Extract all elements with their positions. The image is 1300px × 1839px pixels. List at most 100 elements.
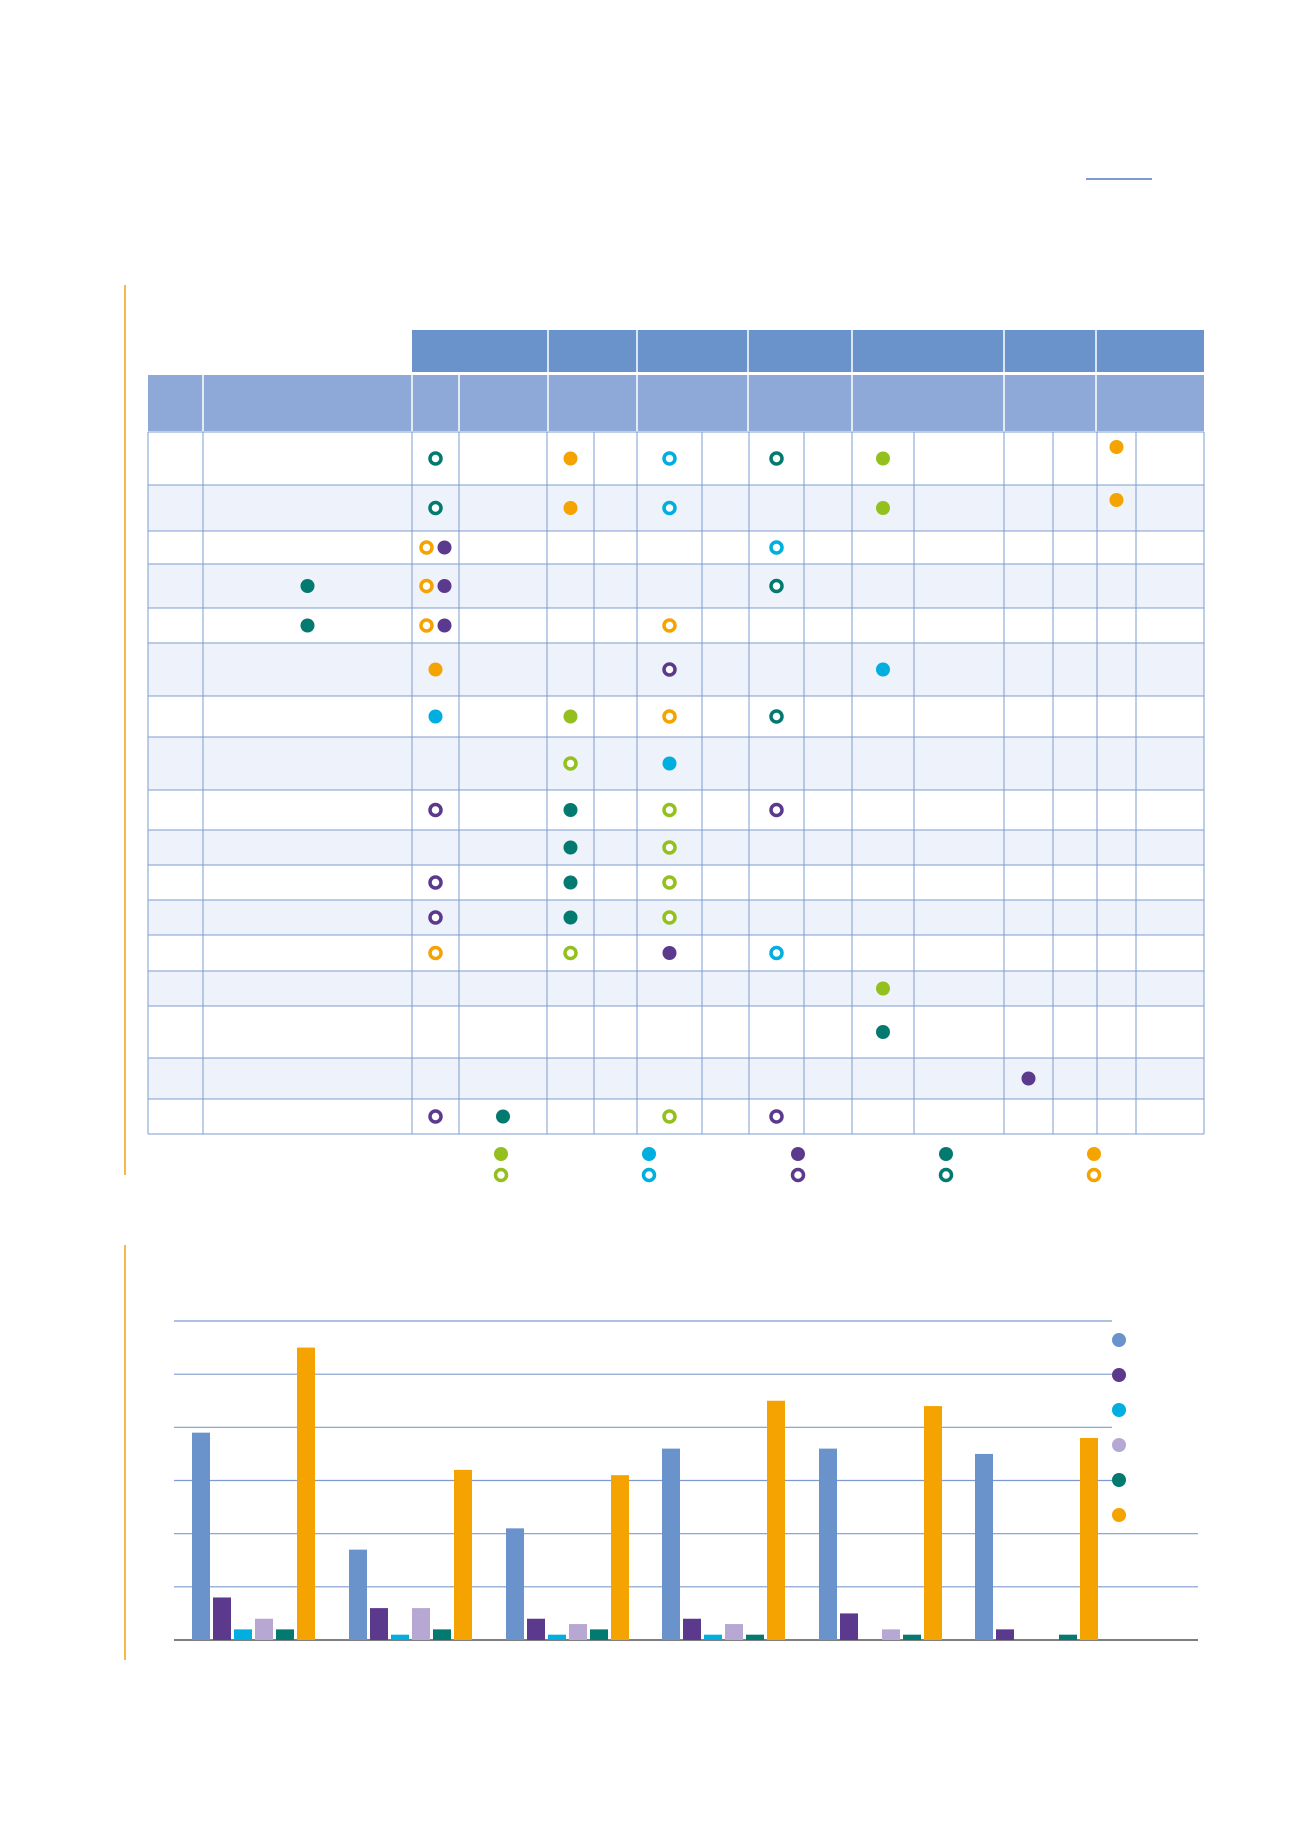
matrix-mark-purple-hollow xyxy=(428,802,443,818)
bar-teal xyxy=(903,1634,921,1640)
matrix-mark-purple-filled xyxy=(437,579,452,593)
coverage-matrix xyxy=(147,330,1205,1183)
matrix-mark-purple-filled xyxy=(662,946,677,960)
matrix-legend-teal-filled xyxy=(939,1147,953,1161)
matrix-legend-purple-filled xyxy=(791,1147,805,1161)
bar-blue xyxy=(192,1432,210,1640)
bar-lavender xyxy=(255,1618,273,1640)
bar-lavender xyxy=(882,1629,900,1640)
bar-teal xyxy=(1059,1634,1077,1640)
matrix-mark-purple-hollow xyxy=(428,910,443,925)
matrix-mark-orange-filled xyxy=(563,451,578,466)
matrix-mark-cyan-filled xyxy=(876,662,890,677)
bar-orange xyxy=(611,1475,629,1640)
matrix-mark-teal-filled xyxy=(300,579,315,593)
bar-orange xyxy=(297,1347,315,1640)
bar-teal xyxy=(746,1634,764,1640)
matrix-mark-teal-filled xyxy=(563,910,578,925)
bar-purple xyxy=(370,1608,388,1640)
matrix-mark-purple-hollow xyxy=(428,875,443,890)
bar-purple xyxy=(996,1629,1014,1640)
matrix-mark-cyan-filled xyxy=(662,756,677,771)
bar-orange xyxy=(767,1400,785,1640)
matrix-mark-orange-hollow xyxy=(419,578,434,594)
matrix-legend-orange-filled xyxy=(1087,1147,1101,1161)
matrix-mark-teal-hollow xyxy=(769,578,784,594)
matrix-row xyxy=(148,1006,1204,1058)
bar-purple xyxy=(213,1597,231,1640)
matrix-mark-cyan-hollow xyxy=(662,451,677,466)
matrix-mark-cyan-hollow xyxy=(769,540,784,555)
bar-blue xyxy=(819,1448,837,1640)
matrix-mark-lime-hollow xyxy=(662,840,677,855)
bar-blue xyxy=(349,1549,367,1640)
matrix-mark-orange-hollow xyxy=(419,618,434,633)
bar-cyan xyxy=(704,1634,722,1640)
matrix-mark-lime-hollow xyxy=(662,910,677,925)
section-accent-rule-table xyxy=(124,285,126,1175)
matrix-mark-teal-filled xyxy=(563,803,578,817)
matrix-mark-cyan-hollow xyxy=(769,945,784,961)
bar-legend-swatch-teal xyxy=(1112,1473,1126,1487)
matrix-mark-purple-filled xyxy=(437,540,452,555)
matrix-mark-purple-hollow xyxy=(769,802,784,818)
section-accent-rule-chart xyxy=(124,1245,126,1660)
matrix-mark-lime-hollow xyxy=(563,756,578,771)
bar-purple xyxy=(683,1618,701,1640)
matrix-mark-teal-hollow xyxy=(428,500,443,516)
bar-blue xyxy=(506,1528,524,1640)
matrix-legend-cyan-filled xyxy=(642,1147,656,1161)
matrix-mark-teal-filled xyxy=(563,875,578,890)
bar-purple xyxy=(527,1618,545,1640)
bar-purple xyxy=(840,1613,858,1640)
matrix-header-band-sub xyxy=(148,375,1204,431)
bar-orange xyxy=(454,1469,472,1640)
matrix-mark-lime-filled xyxy=(563,709,578,724)
matrix-mark-purple-hollow xyxy=(428,1109,443,1124)
matrix-mark-teal-filled xyxy=(300,618,315,633)
bar-cyan xyxy=(391,1634,409,1640)
matrix-header-band-top xyxy=(412,330,1204,372)
matrix-mark-orange-filled xyxy=(563,501,578,515)
matrix-mark-lime-filled xyxy=(876,451,890,466)
matrix-row xyxy=(148,531,1204,564)
bar-teal xyxy=(276,1629,294,1640)
matrix-legend-teal-hollow xyxy=(938,1167,954,1183)
header-accent-rule xyxy=(1086,178,1152,180)
bar-teal xyxy=(433,1629,451,1640)
bar-teal xyxy=(590,1629,608,1640)
matrix-mark-purple-hollow xyxy=(769,1109,784,1124)
matrix-mark-orange-hollow xyxy=(662,618,677,633)
bar-orange xyxy=(1080,1437,1098,1640)
bar-legend-swatch-orange xyxy=(1112,1508,1126,1522)
matrix-mark-orange-hollow xyxy=(419,540,434,555)
matrix-mark-lime-hollow xyxy=(662,875,677,890)
matrix-mark-lime-hollow xyxy=(662,802,677,818)
matrix-mark-teal-hollow xyxy=(769,451,784,466)
matrix-mark-cyan-hollow xyxy=(662,500,677,516)
matrix-mark-orange-filled xyxy=(428,662,443,677)
matrix-mark-lime-filled xyxy=(876,501,890,515)
matrix-mark-lime-filled xyxy=(876,981,890,996)
bar-cyan xyxy=(234,1629,252,1640)
matrix-legend-lime-filled xyxy=(494,1147,508,1161)
matrix-mark-purple-filled xyxy=(437,618,452,633)
matrix-mark-teal-hollow xyxy=(428,451,443,466)
bar-cyan xyxy=(548,1634,566,1640)
bar-lavender xyxy=(569,1624,587,1640)
matrix-legend-lime-hollow xyxy=(493,1167,509,1183)
matrix-legend-purple-hollow xyxy=(790,1167,806,1183)
bar-legend-swatch-lavender xyxy=(1112,1438,1126,1452)
matrix-mark-orange-hollow xyxy=(662,709,677,724)
matrix-mark-cyan-filled xyxy=(428,709,443,724)
matrix-mark-orange-filled xyxy=(1109,440,1124,454)
matrix-row xyxy=(148,971,1204,1006)
bar-blue xyxy=(975,1453,993,1640)
bar-blue xyxy=(662,1448,680,1640)
bar-legend-swatch-purple xyxy=(1112,1368,1126,1382)
matrix-mark-teal-filled xyxy=(496,1109,510,1124)
matrix-mark-orange-hollow xyxy=(428,945,443,961)
matrix-mark-teal-filled xyxy=(876,1025,890,1039)
bar-legend-swatch-blue xyxy=(1112,1333,1126,1347)
